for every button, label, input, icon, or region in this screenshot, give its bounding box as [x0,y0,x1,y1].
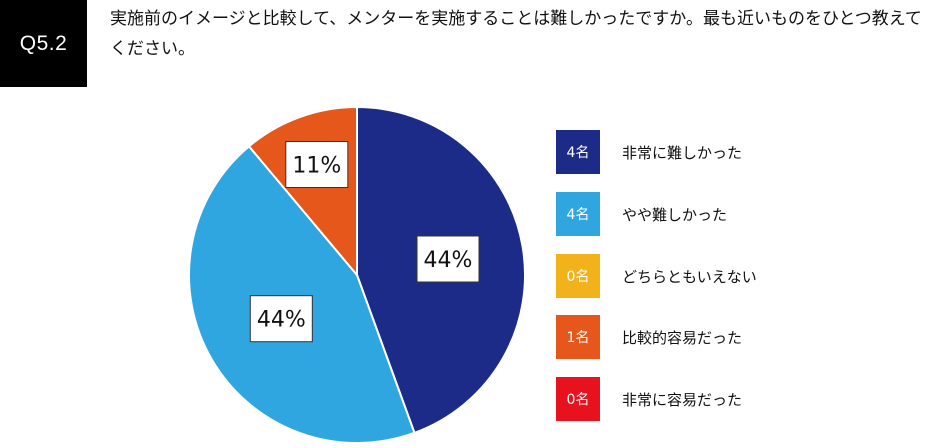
pie-slice-1 [188,144,416,444]
legend-count-0: 4名 [556,130,600,174]
legend-item-4: 0名 非常に容易だった [556,377,816,421]
question-text: 実施前のイメージと比較して、メンターを実施することは難しかったですか。最も近いも… [110,9,922,59]
legend-item-0: 4名 非常に難しかった [556,130,816,174]
legend-count-4: 0名 [556,377,600,421]
legend-count-2: 0名 [556,254,600,298]
legend-label-4: 非常に容易だった [622,390,743,409]
legend-item-3: 1名 比較的容易だった [556,315,816,359]
legend-label-3: 比較的容易だった [622,328,743,347]
legend-item-2: 0名 どちらともいえない [556,254,816,298]
data-label-1: 44% [257,308,306,333]
data-label-box-3 [285,141,349,188]
data-label-0: 44% [424,248,473,273]
data-label-box-1 [249,295,313,343]
legend-label-0: 非常に難しかった [622,143,743,162]
data-label-3: 11% [292,154,341,179]
legend-item-1: 4名 やや難しかった [556,192,816,236]
legend-label-1: やや難しかった [622,205,728,224]
legend-label-2: どちらともいえない [622,267,757,286]
legend-count-3: 1名 [556,315,600,359]
question-number-badge: Q5.2 [0,0,87,87]
data-label-box-0 [416,235,480,283]
legend-count-1: 4名 [556,192,600,236]
